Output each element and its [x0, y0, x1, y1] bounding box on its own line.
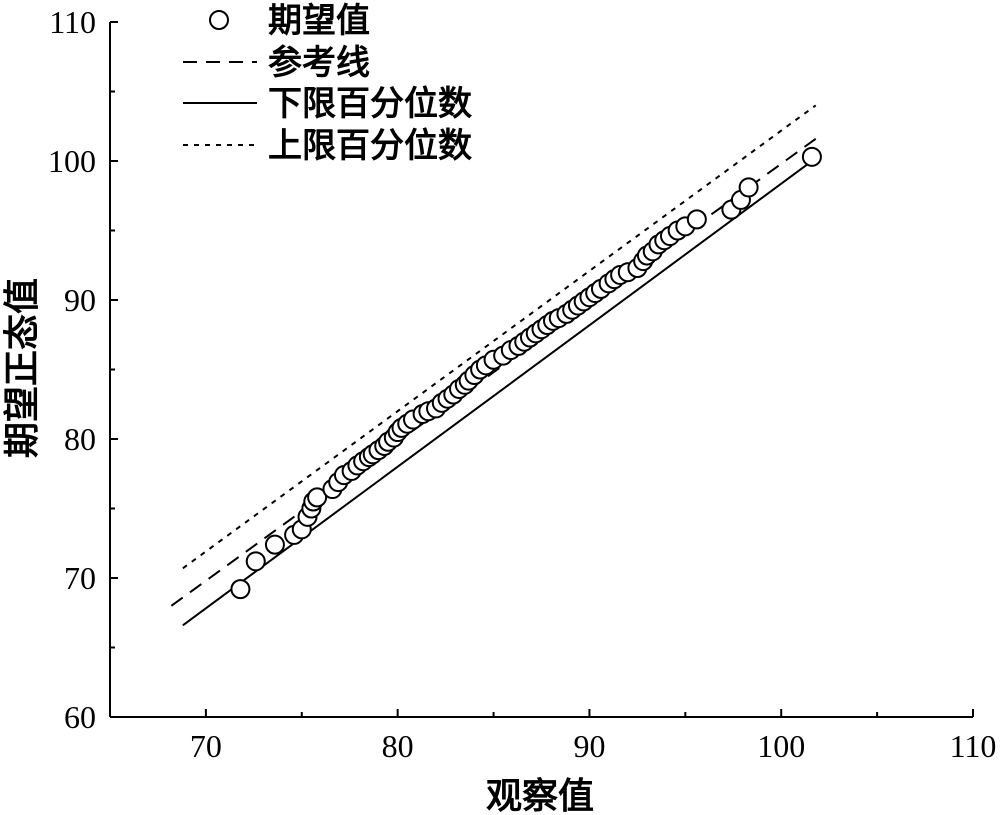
x-axis-title: 观察值: [486, 776, 594, 815]
data-point: [307, 487, 328, 508]
legend-label: 上限百分位数: [268, 126, 472, 166]
y-tick-label: 60: [64, 699, 96, 735]
x-tick-label: 80: [382, 728, 414, 764]
upper-line: [182, 104, 817, 570]
data-point: [230, 579, 251, 600]
y-tick-label: 90: [64, 282, 96, 318]
x-tick-label: 90: [573, 728, 605, 764]
x-tick-label: 100: [757, 728, 805, 764]
plot-axes: 70 80 90 100 110 60 70 80 90 100 110: [48, 4, 996, 764]
x-tick-label: 110: [950, 728, 997, 764]
data-point: [686, 209, 707, 230]
legend-label: 参考线: [268, 43, 370, 83]
data-point: [801, 146, 822, 167]
legend-marker-circle: [209, 10, 229, 30]
data-point: [738, 177, 759, 198]
y-tick-label: 100: [48, 143, 96, 179]
legend-label: 期望值: [268, 1, 370, 41]
data-point: [264, 534, 285, 555]
legend-label: 下限百分位数: [268, 84, 472, 124]
x-tick-label: 70: [190, 728, 222, 764]
reference-line: [170, 137, 817, 607]
data-point: [245, 551, 266, 572]
plot-points: [230, 146, 822, 600]
y-tick-label: 110: [49, 4, 96, 40]
y-tick-label: 80: [64, 421, 96, 457]
plot-lines: [170, 104, 817, 627]
lower-line: [182, 157, 817, 627]
y-tick-label: 70: [64, 560, 96, 596]
y-axis-title: 期望正态值: [2, 278, 43, 458]
